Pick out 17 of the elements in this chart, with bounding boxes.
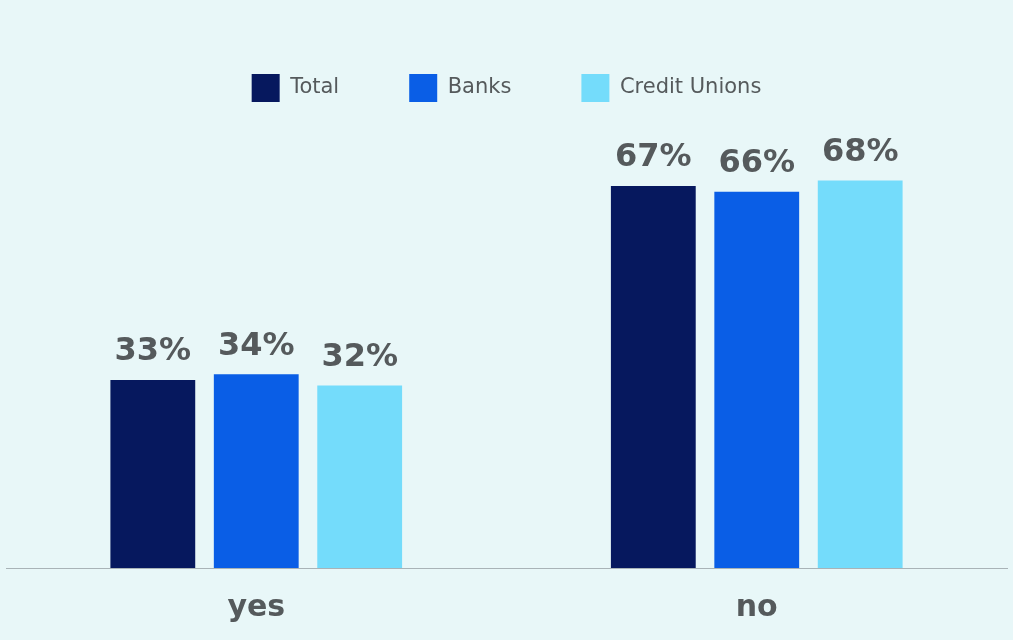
bar: [110, 379, 196, 568]
x-tick-label: yes: [227, 587, 286, 623]
legend-label: Total: [289, 74, 340, 99]
bar: [714, 191, 800, 568]
bar: [317, 385, 403, 568]
bar: [817, 180, 903, 568]
data-label: 67%: [615, 136, 692, 175]
data-label: 34%: [217, 324, 295, 363]
data-label: 32%: [321, 335, 398, 374]
data-label: 33%: [114, 330, 192, 369]
data-label: 68%: [821, 130, 899, 169]
legend-label: Banks: [447, 74, 512, 99]
data-label: 66%: [718, 142, 796, 181]
x-tick-label: no: [735, 587, 778, 623]
bar: [213, 374, 299, 568]
bar: [610, 186, 696, 568]
legend-label: Credit Unions: [619, 74, 762, 99]
